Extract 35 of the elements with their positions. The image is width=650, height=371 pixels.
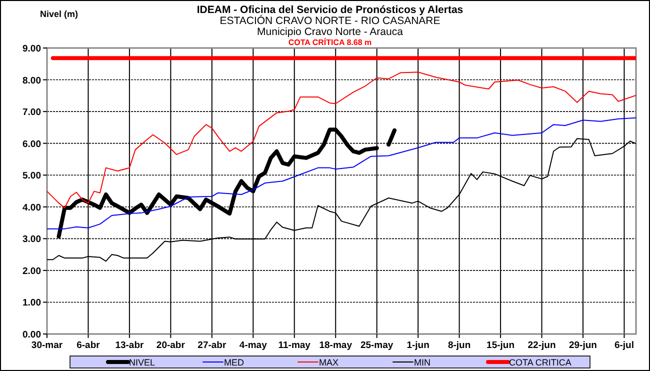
x-tick-label: 22-jun bbox=[528, 340, 556, 351]
x-tick-label: 13-abr bbox=[115, 340, 144, 351]
y-tick-label: 4.00 bbox=[22, 202, 41, 214]
x-tick-label: 1-jun bbox=[406, 340, 430, 351]
y-tick-label: 9.00 bbox=[22, 44, 41, 54]
x-tick-label: 20-abr bbox=[156, 340, 186, 351]
y-tick-label: 5.00 bbox=[22, 170, 41, 182]
legend-label: MAX bbox=[319, 358, 339, 368]
legend-label: NIVEL bbox=[129, 358, 156, 368]
legend-label: COTA CRITICA bbox=[509, 358, 572, 368]
y-tick-label: 3.00 bbox=[22, 234, 41, 246]
x-tick-label: 30-mar bbox=[31, 340, 63, 351]
y-tick-label: 0.00 bbox=[22, 330, 41, 340]
x-tick-label: 18-may bbox=[319, 340, 353, 351]
x-tick-label: 25-may bbox=[360, 340, 394, 351]
y-tick-label: 1.00 bbox=[22, 298, 41, 309]
x-tick-label: 6-abr bbox=[76, 340, 100, 351]
chart-subtitle: COTA CRÍTICA 8.68 m bbox=[288, 37, 372, 47]
x-tick-label: 29-jun bbox=[569, 340, 598, 351]
x-tick-label: 11-may bbox=[278, 340, 312, 351]
x-tick-label: 8-jun bbox=[448, 340, 471, 351]
chart-title: IDEAM - Oficina del Servicio de Pronósticos y Alertas ESTACIÓN CRAVO NORTE - RIO CASANARE Municipio Cravo Norte - Arauca bbox=[196, 4, 464, 38]
y-tick-label: 7.00 bbox=[22, 107, 41, 118]
x-tick-label: 6-jul bbox=[614, 340, 634, 351]
x-tick-label: 15-jun bbox=[486, 340, 515, 351]
line-series bbox=[47, 72, 636, 208]
y-tick-label: 8.00 bbox=[22, 75, 41, 86]
x-tick-label: 27-abr bbox=[198, 340, 226, 351]
legend-label: MED bbox=[224, 358, 244, 368]
x-tick-label: 4-may bbox=[239, 340, 268, 351]
line-series bbox=[47, 117, 636, 230]
y-tick-label: 6.00 bbox=[22, 138, 41, 150]
y-axis-title: Nivel (m) bbox=[40, 9, 78, 19]
y-tick-label: 2.00 bbox=[22, 266, 41, 277]
legend-label: MIN bbox=[414, 358, 430, 368]
